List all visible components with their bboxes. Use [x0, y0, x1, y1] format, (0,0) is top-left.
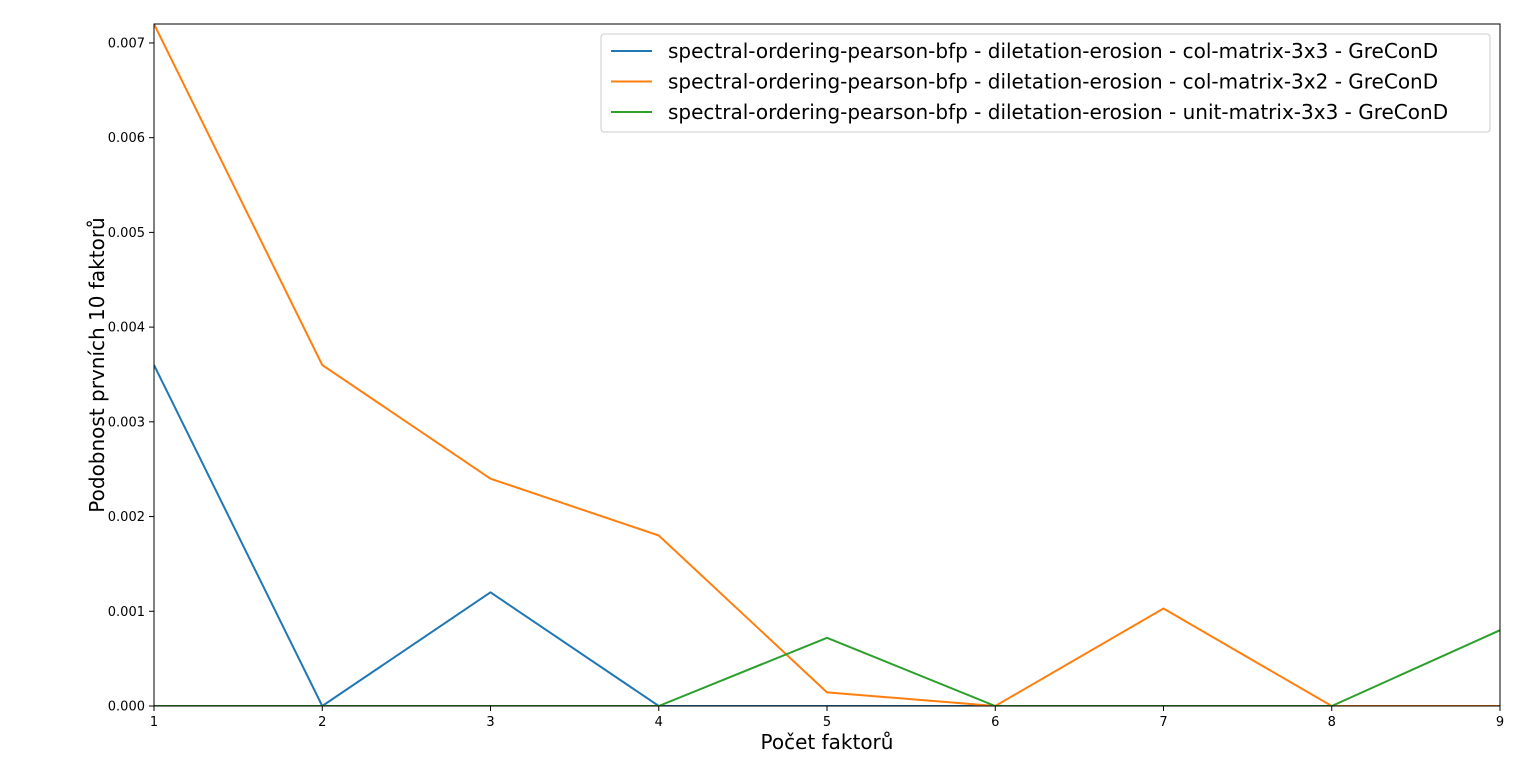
y-axis-label: Podobnost prvních 10 faktorů	[85, 217, 109, 512]
x-tick-label: 9	[1496, 715, 1504, 730]
ticks-layer: 1 2 3 4 5 6 7 8 9 0.000 0.001 0.002 0.003 0.004 0.005 0…	[108, 36, 1504, 730]
series-line-1	[154, 364, 1500, 706]
x-tick-label: 2	[318, 715, 326, 730]
series-line-3	[154, 629, 1500, 706]
y-tick-label: 0.002	[108, 510, 145, 525]
series-layer	[154, 24, 1500, 706]
y-tick-label: 0.005	[108, 226, 145, 241]
legend-box	[600, 33, 1491, 133]
legend-label: spectral-ordering-pearson-bfp - diletati…	[668, 70, 1438, 94]
y-tick-label: 0.001	[108, 605, 145, 620]
y-tick-label: 0.004	[108, 321, 145, 336]
x-axis-label: Počet faktorů	[761, 730, 894, 754]
x-tick-label: 5	[823, 715, 831, 730]
x-tick-label: 7	[1159, 715, 1167, 730]
y-tick-label: 0.007	[108, 36, 145, 51]
y-tick-label: 0.000	[108, 700, 145, 715]
legend-label: spectral-ordering-pearson-bfp - diletati…	[668, 39, 1438, 63]
y-tick-label: 0.006	[108, 131, 145, 146]
x-tick-label: 8	[1328, 715, 1336, 730]
y-tick-label: 0.003	[108, 415, 145, 430]
legend-label: spectral-ordering-pearson-bfp - diletati…	[668, 100, 1448, 124]
x-tick-label: 1	[150, 715, 158, 730]
series-line-2	[154, 24, 1500, 706]
legend: spectral-ordering-pearson-bfp - diletati…	[600, 33, 1491, 133]
x-tick-label: 6	[991, 715, 999, 730]
x-tick-label: 4	[655, 715, 663, 730]
x-tick-label: 3	[486, 715, 494, 730]
